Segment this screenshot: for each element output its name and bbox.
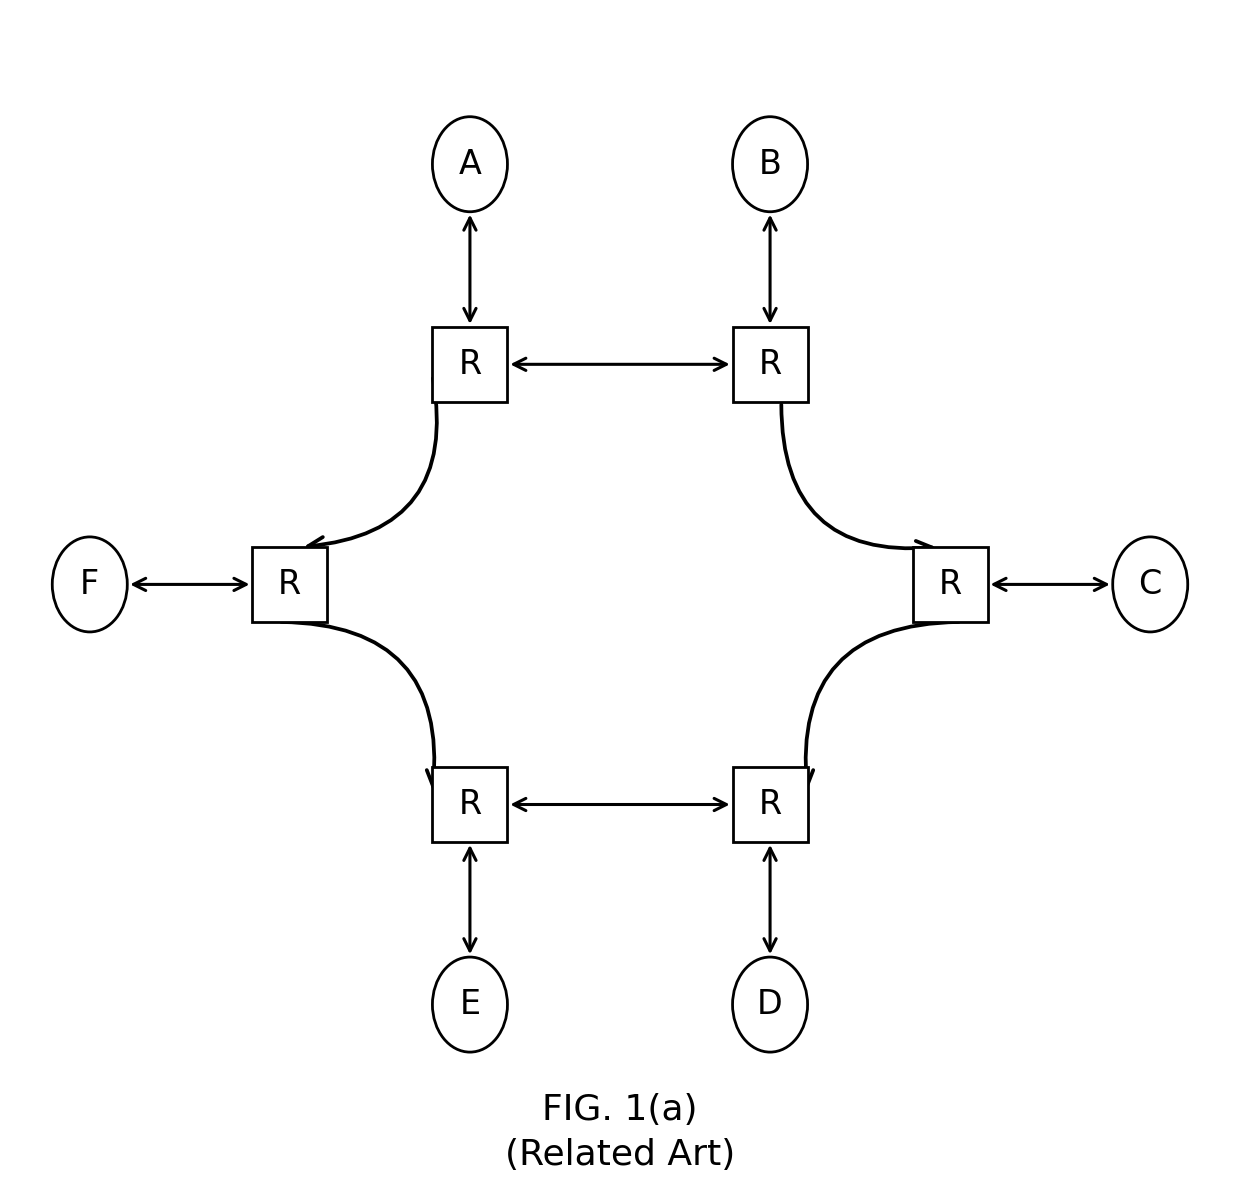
Bar (433, 326, 507, 402)
Ellipse shape (433, 957, 507, 1052)
Ellipse shape (1112, 537, 1188, 631)
Text: R: R (459, 348, 481, 380)
Bar (253, 547, 327, 622)
Text: C: C (1138, 568, 1162, 601)
Bar (733, 767, 807, 842)
Ellipse shape (52, 537, 128, 631)
FancyArrowPatch shape (308, 378, 436, 552)
Text: B: B (759, 147, 781, 180)
Bar (733, 326, 807, 402)
FancyArrowPatch shape (797, 622, 959, 786)
Text: D: D (758, 988, 782, 1021)
Text: R: R (759, 348, 781, 380)
Bar (913, 547, 987, 622)
Text: R: R (759, 788, 781, 821)
Bar (433, 767, 507, 842)
Ellipse shape (733, 957, 807, 1052)
Text: R: R (459, 788, 481, 821)
Text: FIG. 1(a): FIG. 1(a) (542, 1093, 698, 1126)
Text: E: E (459, 988, 480, 1021)
Text: R: R (278, 568, 301, 601)
Ellipse shape (433, 117, 507, 212)
Text: (Related Art): (Related Art) (505, 1138, 735, 1172)
FancyArrowPatch shape (281, 622, 443, 786)
Ellipse shape (733, 117, 807, 212)
Text: A: A (459, 147, 481, 180)
Text: F: F (81, 568, 99, 601)
Text: R: R (939, 568, 962, 601)
FancyArrowPatch shape (781, 404, 932, 556)
